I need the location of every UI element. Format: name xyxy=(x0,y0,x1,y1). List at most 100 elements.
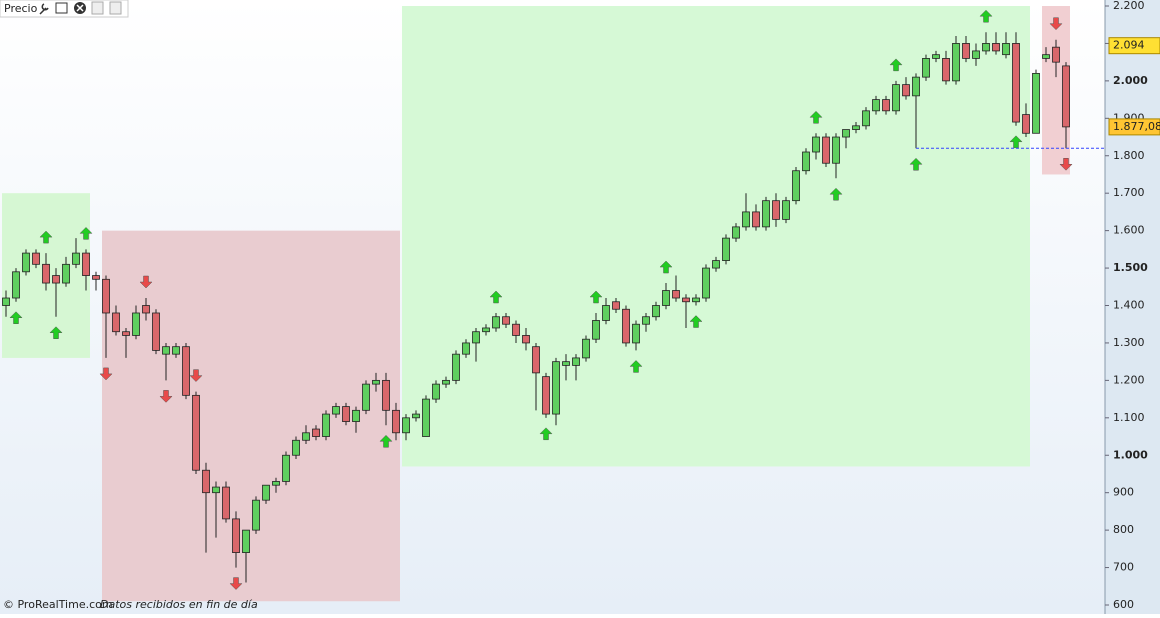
signal-arrow xyxy=(589,290,603,304)
candle-body xyxy=(302,432,310,441)
signal-arrow xyxy=(689,315,703,328)
candle-body xyxy=(622,308,630,344)
candle-body xyxy=(212,486,220,494)
window-icon[interactable] xyxy=(55,2,68,14)
candle-body xyxy=(482,327,490,333)
candle-body xyxy=(822,136,830,164)
y-axis: 600 700 800 900 1.000 1.100 1.200 1.300 1.400 1.5… xyxy=(1105,0,1160,611)
y-tick-label: 600 xyxy=(1113,598,1134,611)
signal-zone xyxy=(102,230,400,602)
candle-body xyxy=(712,260,720,269)
candle-body xyxy=(722,237,730,261)
up-icon[interactable] xyxy=(91,1,104,15)
candle-body xyxy=(732,226,740,239)
y-tick-label: 800 xyxy=(1113,523,1134,536)
candle-body xyxy=(532,346,540,374)
candle-body xyxy=(472,331,480,344)
y-tick-label: 1.400 xyxy=(1113,299,1145,312)
candle-body xyxy=(522,335,530,344)
candle-body xyxy=(252,499,260,531)
y-tick-label: 1.500 xyxy=(1113,261,1148,274)
candle-body xyxy=(962,43,970,59)
signal-arrow xyxy=(909,157,923,171)
signal-arrow xyxy=(189,369,203,382)
signal-arrow xyxy=(489,290,503,304)
candle-body xyxy=(12,271,20,299)
signal-arrow xyxy=(539,427,553,441)
candle-body xyxy=(72,252,80,265)
signal-arrow xyxy=(229,577,243,590)
candle-body xyxy=(632,323,640,344)
candle-body xyxy=(312,428,320,437)
y-tick-label: 2.000 xyxy=(1113,74,1148,87)
price-label: 1.877,08 xyxy=(1113,120,1160,133)
candle-body xyxy=(222,486,230,520)
header-icons[interactable] xyxy=(39,1,122,15)
candle-body xyxy=(982,43,990,52)
y-tick-label: 1.600 xyxy=(1113,224,1145,237)
candle-body xyxy=(692,297,700,303)
axis-background xyxy=(1105,0,1160,614)
candle-body xyxy=(932,54,940,59)
candle-body xyxy=(402,417,410,434)
signal-arrow xyxy=(979,9,993,23)
candle-body xyxy=(852,125,860,130)
y-tick-label: 2.200 xyxy=(1113,0,1145,12)
candle-body xyxy=(422,398,430,437)
candle-body xyxy=(792,170,800,202)
candle-body xyxy=(262,484,270,501)
candle-body xyxy=(702,267,710,299)
signal-arrow xyxy=(659,260,673,274)
candle-body xyxy=(442,379,450,385)
candle-body xyxy=(972,50,980,59)
candle-body xyxy=(892,84,900,112)
signal-arrow xyxy=(1049,17,1063,31)
signal-arrow xyxy=(79,226,93,240)
candle-body xyxy=(2,297,10,306)
candle-body xyxy=(292,439,300,456)
signal-arrow xyxy=(49,326,63,339)
y-tick-label: 1.100 xyxy=(1113,411,1145,424)
candle-body xyxy=(42,263,50,284)
y-tick-label: 1.700 xyxy=(1113,186,1145,199)
signal-arrow xyxy=(9,311,23,325)
candle-body xyxy=(492,316,500,329)
candle-body xyxy=(672,290,680,299)
signal-arrow xyxy=(629,360,643,373)
candle-body xyxy=(332,406,340,415)
candle-body xyxy=(882,99,890,112)
settings-icon[interactable] xyxy=(39,3,49,15)
candle-body xyxy=(1052,46,1060,63)
candle-body xyxy=(802,151,810,172)
candle-body xyxy=(432,383,440,400)
y-tick-label: 900 xyxy=(1113,486,1134,499)
candle-body xyxy=(32,252,40,265)
y-tick-label: 1.200 xyxy=(1113,373,1145,386)
candle-body xyxy=(152,312,160,351)
candle-body xyxy=(642,316,650,325)
candle-body xyxy=(52,275,60,284)
candle-body xyxy=(132,312,140,336)
candle-body xyxy=(102,278,110,314)
y-tick-label: 700 xyxy=(1113,561,1134,574)
candle-body xyxy=(382,379,390,411)
price-label: 2.094 xyxy=(1113,39,1145,52)
candle-body xyxy=(1032,72,1040,134)
price-label-box xyxy=(1108,37,1160,55)
price-label-box xyxy=(1108,118,1160,136)
candle-body xyxy=(762,200,770,228)
candle-body xyxy=(992,43,1000,52)
candle-body xyxy=(862,110,870,127)
candle-body xyxy=(1042,54,1050,59)
candle-body xyxy=(752,211,760,228)
candle-body xyxy=(202,469,210,494)
candle-body xyxy=(842,129,850,138)
candle-body xyxy=(682,297,690,303)
signal-arrow xyxy=(829,187,843,201)
candle-body xyxy=(172,346,180,355)
candle-body xyxy=(352,409,360,422)
candle-body xyxy=(192,394,200,471)
down-icon[interactable] xyxy=(109,1,122,15)
signal-arrow xyxy=(1059,158,1073,171)
